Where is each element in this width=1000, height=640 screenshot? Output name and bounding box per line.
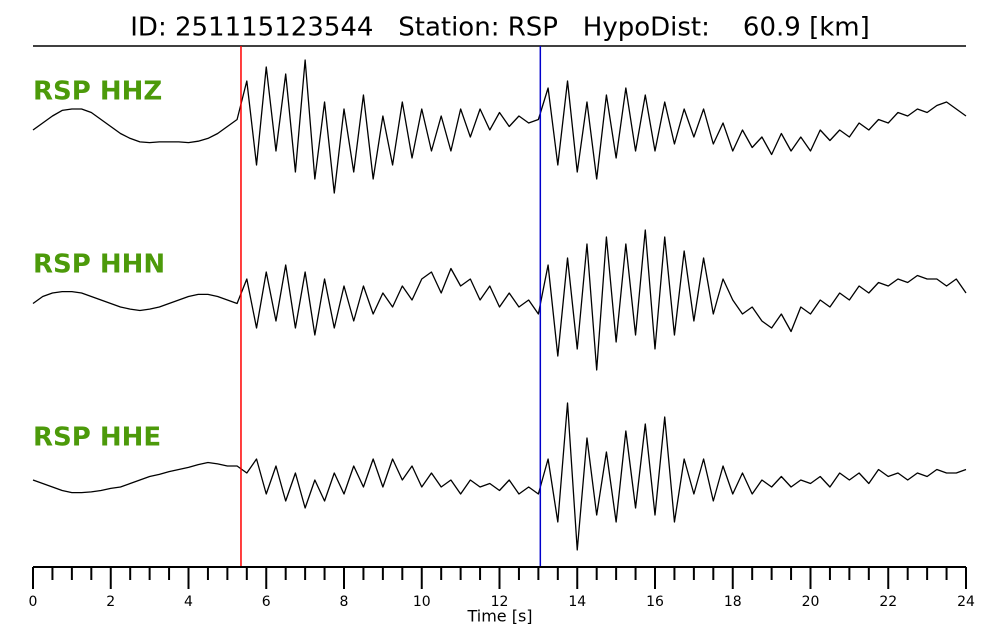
waveform <box>32 229 967 371</box>
waveform <box>32 59 967 194</box>
x-tick-label: 0 <box>29 594 38 610</box>
x-tick-label: 12 <box>491 594 509 610</box>
x-tick-label: 6 <box>262 594 271 610</box>
x-tick-label: 8 <box>340 594 349 610</box>
x-tick-label: 18 <box>724 594 742 610</box>
channel-label: RSP HHZ <box>33 77 162 107</box>
channel-label: RSP HHN <box>33 250 165 280</box>
x-tick-label: 4 <box>184 594 193 610</box>
waveform <box>32 402 967 551</box>
x-tick-label: 16 <box>646 594 664 610</box>
x-axis-label: Time [s] <box>466 607 532 626</box>
title: ID: 251115123544 Station: RSP HypoDist: … <box>130 13 870 43</box>
x-tick-label: 10 <box>413 594 431 610</box>
x-tick-label: 24 <box>957 594 975 610</box>
channel-label: RSP HHE <box>33 423 161 453</box>
x-tick-label: 22 <box>879 594 897 610</box>
x-tick-label: 2 <box>106 594 115 610</box>
x-tick-label: 14 <box>568 594 586 610</box>
x-tick-label: 20 <box>802 594 820 610</box>
